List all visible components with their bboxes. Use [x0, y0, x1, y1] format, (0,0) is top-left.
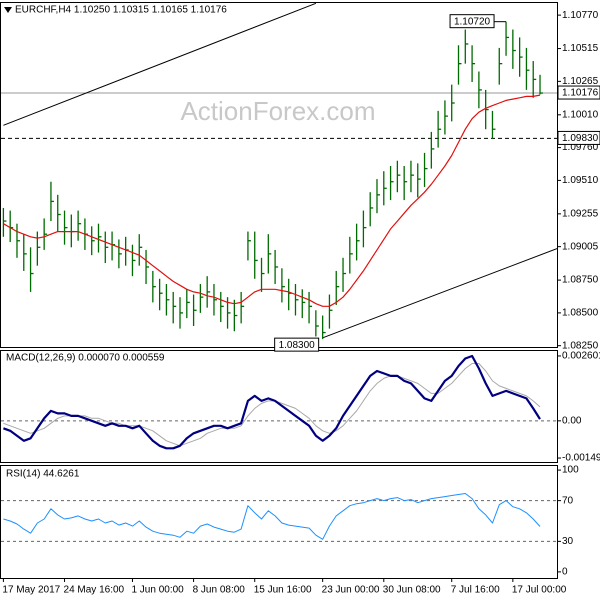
price-box-label: 1.10176 [562, 88, 599, 99]
price-box [557, 85, 600, 100]
low-box [274, 337, 320, 352]
moving-average [3, 94, 541, 307]
watermark: ActionForex.com [180, 96, 375, 126]
trendline [3, 2, 317, 126]
high-label: 1.10720 [454, 16, 491, 27]
y-tick-label: 0.002601 [562, 351, 600, 362]
macd-title: MACD(12,26,9) 0.000070 0.000559 [6, 353, 165, 364]
y-tick-label: 1.09005 [562, 241, 599, 252]
y-tick-label: 1.10515 [562, 43, 599, 54]
level-box-label: 1.09830 [562, 133, 599, 144]
y-tick-label: 0 [562, 567, 568, 578]
y-tick-label: 1.10265 [562, 76, 599, 87]
menu-arrow [4, 7, 12, 13]
y-tick-label: 30 [562, 536, 574, 547]
high-box [449, 14, 495, 29]
level-box [557, 130, 600, 145]
panel-frame [0, 465, 558, 579]
x-tick-label: 30 Jun 08:00 [383, 585, 441, 596]
y-tick-label: 100 [562, 465, 579, 476]
x-tick-label: 24 May 16:00 [64, 585, 125, 596]
macd-signal [3, 363, 541, 447]
chart-title: EURCHF,H4 1.10250 1.10315 1.10165 1.1017… [15, 5, 227, 16]
y-tick-label: 1.09760 [562, 142, 599, 153]
y-tick-label: 1.09510 [562, 175, 599, 186]
y-tick-label: 1.08250 [562, 340, 599, 351]
macd-main [3, 354, 541, 450]
rsi-title: RSI(14) 44.6261 [6, 469, 80, 480]
price-plot [1, 2, 557, 340]
x-tick-label: 15 Jun 16:00 [254, 585, 312, 596]
x-tick-label: 1 Jun 00:00 [131, 585, 184, 596]
y-tick-label: 70 [562, 495, 574, 506]
trendline [322, 248, 557, 339]
y-tick-label: 1.10010 [562, 109, 599, 120]
y-tick-label: 1.09255 [562, 208, 599, 219]
y-tick-label: 1.08500 [562, 308, 599, 319]
x-tick-label: 23 Jun 00:00 [322, 585, 380, 596]
x-tick-label: 7 Jul 16:00 [451, 585, 500, 596]
low-label: 1.08300 [279, 340, 316, 351]
x-tick-label: 17 Jul 00:00 [512, 585, 567, 596]
y-tick-label: 1.10770 [562, 10, 599, 21]
y-tick-label: 1.08750 [562, 275, 599, 286]
rsi-line [3, 493, 541, 540]
x-tick-label: 17 May 2017 [2, 585, 60, 596]
y-tick-label: 0.00 [562, 415, 582, 426]
x-tick-label: 8 Jun 08:00 [193, 585, 246, 596]
